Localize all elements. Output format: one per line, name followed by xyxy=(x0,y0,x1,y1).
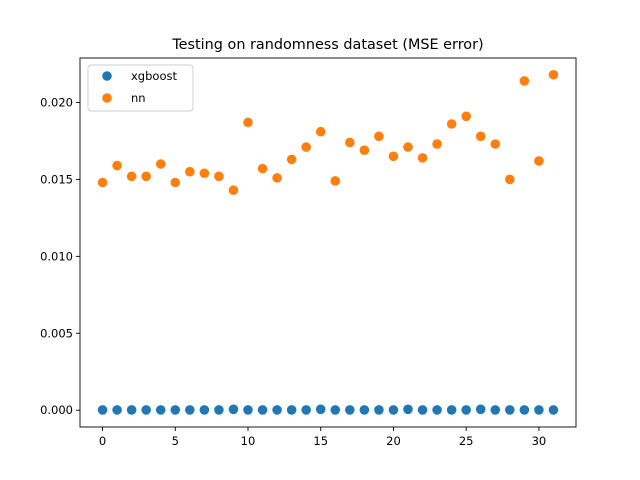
point-nn-26 xyxy=(475,131,486,142)
point-xgboost-9 xyxy=(228,404,239,415)
point-xgboost-4 xyxy=(155,405,166,415)
point-xgboost-0 xyxy=(97,405,108,415)
point-xgboost-28 xyxy=(505,405,515,415)
point-nn-15 xyxy=(315,126,326,137)
point-nn-19 xyxy=(374,131,384,142)
point-xgboost-14 xyxy=(301,405,311,415)
point-nn-31 xyxy=(548,69,559,80)
point-xgboost-27 xyxy=(490,405,501,415)
point-xgboost-1 xyxy=(112,405,122,415)
data-points xyxy=(97,69,559,415)
point-nn-28 xyxy=(505,174,515,185)
x-tick-label: 25 xyxy=(459,434,474,448)
legend-marker-nn xyxy=(102,93,112,103)
legend-label-nn: nn xyxy=(131,91,146,105)
point-xgboost-13 xyxy=(286,405,297,415)
point-nn-20 xyxy=(388,151,399,162)
point-nn-27 xyxy=(490,139,501,149)
point-nn-6 xyxy=(185,166,195,177)
point-xgboost-23 xyxy=(432,405,442,415)
point-xgboost-16 xyxy=(330,405,341,415)
x-tick-label: 30 xyxy=(532,434,547,448)
point-nn-11 xyxy=(257,163,268,174)
point-nn-9 xyxy=(228,185,239,195)
point-nn-4 xyxy=(155,159,166,169)
x-tick-label: 5 xyxy=(172,434,179,448)
point-nn-30 xyxy=(534,156,544,166)
point-xgboost-2 xyxy=(126,405,137,415)
x-tick-label: 20 xyxy=(386,434,401,448)
point-nn-17 xyxy=(345,137,355,148)
point-nn-29 xyxy=(519,76,530,86)
point-xgboost-21 xyxy=(403,404,413,415)
point-xgboost-24 xyxy=(446,405,457,415)
point-xgboost-6 xyxy=(185,405,195,415)
point-nn-24 xyxy=(446,119,457,129)
point-nn-22 xyxy=(417,153,428,163)
point-nn-13 xyxy=(286,154,297,165)
point-xgboost-25 xyxy=(461,405,471,415)
plot-area-frame xyxy=(79,57,577,428)
point-xgboost-22 xyxy=(417,405,428,415)
point-nn-25 xyxy=(461,111,471,122)
legend: xgboost nn xyxy=(87,64,194,112)
y-tick-label: 0.000 xyxy=(40,403,73,417)
point-nn-5 xyxy=(170,177,181,188)
point-xgboost-5 xyxy=(170,405,181,415)
legend-marker-xgboost xyxy=(102,71,112,81)
chart-title: Testing on randomness dataset (MSE error… xyxy=(171,37,483,53)
y-tick-label: 0.020 xyxy=(40,95,73,109)
point-xgboost-10 xyxy=(243,405,253,415)
point-nn-1 xyxy=(112,160,122,171)
y-tick-label: 0.005 xyxy=(40,326,73,340)
point-nn-21 xyxy=(403,142,413,152)
point-xgboost-3 xyxy=(141,405,151,415)
point-nn-0 xyxy=(97,177,108,188)
point-xgboost-11 xyxy=(257,405,268,415)
point-xgboost-19 xyxy=(374,405,384,415)
point-xgboost-20 xyxy=(388,405,399,415)
x-tick-label: 15 xyxy=(313,434,328,448)
point-xgboost-30 xyxy=(534,405,544,415)
point-nn-10 xyxy=(243,117,253,128)
y-tick-label: 0.010 xyxy=(40,249,73,263)
point-xgboost-7 xyxy=(199,405,210,415)
point-xgboost-29 xyxy=(519,405,530,415)
y-axis-ticks: 0.000 0.005 0.010 0.015 0.020 xyxy=(40,95,80,417)
y-tick-label: 0.015 xyxy=(40,172,73,186)
point-nn-16 xyxy=(330,176,341,186)
point-xgboost-31 xyxy=(548,405,559,415)
x-tick-label: 10 xyxy=(241,434,256,448)
point-xgboost-15 xyxy=(315,404,326,415)
point-xgboost-26 xyxy=(475,404,486,415)
point-nn-8 xyxy=(214,171,224,182)
point-xgboost-8 xyxy=(214,405,224,415)
point-xgboost-12 xyxy=(272,405,282,415)
point-xgboost-18 xyxy=(359,405,370,415)
point-nn-23 xyxy=(432,139,442,149)
point-nn-12 xyxy=(272,173,282,183)
point-nn-7 xyxy=(199,168,210,179)
legend-box xyxy=(87,64,194,112)
point-nn-2 xyxy=(126,171,137,182)
x-axis-ticks: 0 5 10 15 20 25 30 xyxy=(99,427,546,448)
legend-label-xgboost: xgboost xyxy=(131,69,177,83)
point-nn-14 xyxy=(301,142,311,152)
point-nn-18 xyxy=(359,145,370,155)
point-nn-3 xyxy=(141,171,151,182)
x-tick-label: 0 xyxy=(99,434,106,448)
point-xgboost-17 xyxy=(345,405,355,415)
